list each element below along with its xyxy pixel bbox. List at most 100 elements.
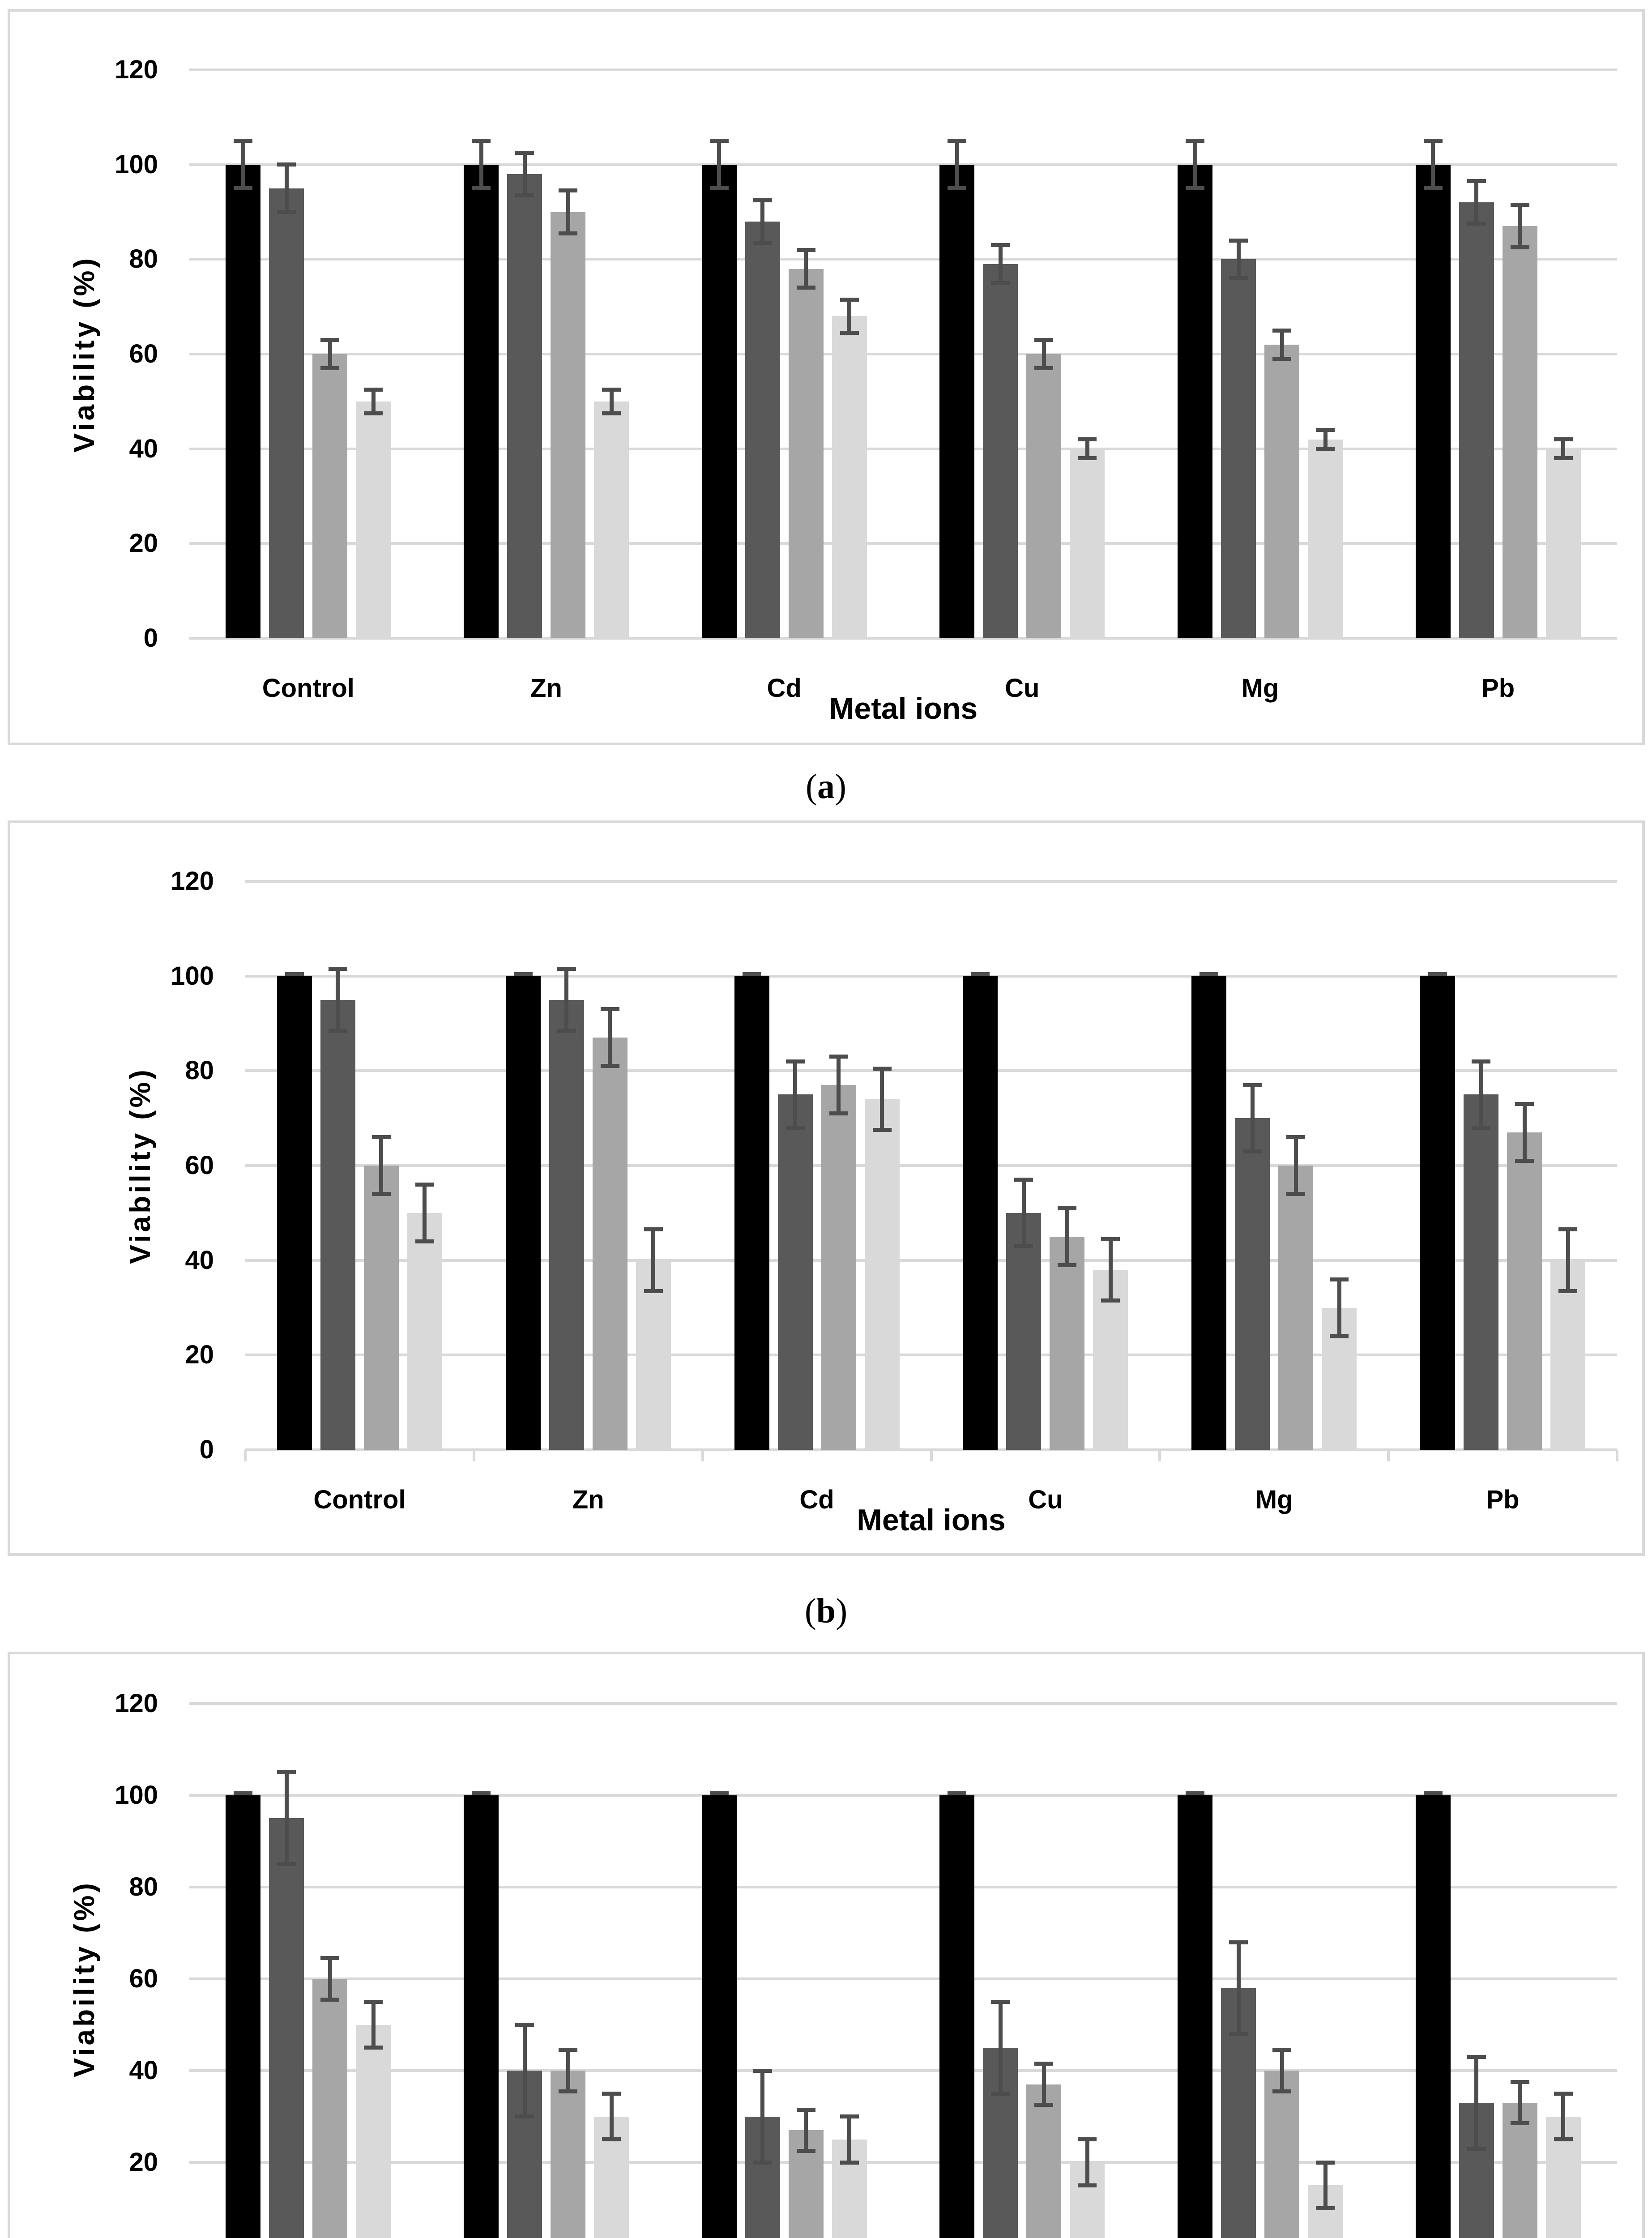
error-bar-stem [284,1772,289,1864]
error-bar-cap-top [1286,1135,1306,1139]
error-bar-cap-bottom [1515,1158,1534,1163]
error-bar-cap-top [364,1999,383,2004]
x-category-label: Cu [1028,1485,1063,1514]
error-bar-cap-bottom [1286,1192,1306,1196]
error-bar-cap-bottom [328,1028,347,1033]
gridline [189,2161,1617,2164]
error-bar-stem [804,2110,808,2151]
panel-caption-a: (a) [0,767,1652,806]
error-bar-stem [609,2093,614,2140]
error-bar-cap-bottom [320,366,340,371]
error-bar-stem [423,1184,427,1242]
caption-paren: ( [806,767,817,806]
error-bar-cap-bottom [753,2160,772,2165]
error-bar-stem [522,2024,527,2117]
y-tick-label: 80 [129,1872,158,1901]
error-bar-cap-bottom [1058,1263,1077,1267]
error-bar-cap-top [872,1066,892,1071]
error-bar-cap-top [840,2114,859,2118]
error-bar-cap-bottom [1014,1244,1033,1248]
error-bar-stem [1085,2139,1089,2186]
y-tick-label: 80 [185,1056,214,1085]
error-bar-cap-top [1229,238,1248,243]
error-bar-stem [998,245,1003,283]
error-bar-cap-top [1078,2137,1097,2142]
error-bar-stem [793,1061,798,1128]
y-tick-label: 60 [185,1151,214,1180]
bar-medium-gray [363,1166,399,1450]
error-bar-cap-bottom [277,1862,296,1866]
axis-tick [1616,1450,1618,1461]
bar-light-gray [832,316,867,638]
caption-letter: b [816,1591,836,1630]
error-bar-cap-bottom [1472,1125,1491,1130]
error-bar-stem [1522,1104,1527,1161]
axis-tick [930,1450,933,1461]
gridline [189,1886,1617,1888]
error-bar-cap-top [415,1182,434,1187]
error-bar-cap-bottom [557,1028,576,1033]
error-bar-cap-bottom [364,411,383,415]
caption-paren: ( [804,1591,816,1630]
error-bar-cap-bottom [1243,1149,1262,1153]
error-bar-cap-bottom [1078,2183,1097,2187]
error-bar-cap-bottom [948,186,967,191]
error-bar-cap-top [600,1007,619,1012]
x-axis-title: Metal ions [828,692,978,726]
error-bar-cap-bottom [1467,222,1486,226]
gridline [189,1702,1617,1705]
bar-black [464,1795,499,2238]
error-bar-cap-top [472,139,491,143]
error-bar-cap-top [1428,972,1447,976]
error-bar-cap-top [742,972,761,976]
error-bar-stem [847,299,852,333]
error-bar-cap-top [1554,2091,1573,2096]
x-category-label: Mg [1255,1485,1293,1514]
bar-dark-gray [320,999,355,1450]
chart-panel-a: Viability (%) 0 20 40 60 80 100 120 Control Zn Cd… [8,9,1645,745]
error-bar-cap-top [513,972,533,976]
bar-dark-gray [1221,259,1256,638]
x-category-label: Zn [530,674,562,703]
error-bar-cap-bottom [872,1128,892,1132]
error-bar-cap-bottom [472,186,491,191]
x-category-label: Pb [1486,1485,1520,1514]
bar-black [1415,164,1451,638]
error-bar-cap-top [1186,139,1204,143]
error-bar-cap-top [991,243,1010,248]
error-bar-cap-top [285,972,304,976]
error-bar-cap-bottom [1078,456,1097,461]
gridline [189,1794,1617,1797]
error-bar-stem [1323,430,1328,449]
y-tick-label: 120 [115,1689,158,1718]
bar-medium-gray [1278,1166,1314,1450]
error-bar-cap-bottom [600,1064,619,1068]
x-category-label: Zn [572,1485,604,1514]
bar-light-gray [864,1099,900,1450]
bar-light-gray [1308,439,1343,638]
error-bar-cap-top [1316,2160,1335,2165]
error-bar-stem [1236,1942,1241,2034]
y-tick-label: 60 [129,339,158,368]
error-bar-cap-top [1200,972,1219,976]
error-bar-cap-top [785,1059,805,1063]
error-bar-stem [1021,1179,1026,1246]
error-bar-cap-top [1186,1791,1204,1795]
y-tick-label: 80 [129,244,158,274]
error-bar-stem [1566,1229,1570,1291]
bar-black [277,976,312,1450]
bar-light-gray [1070,448,1105,638]
error-bar-cap-top [1272,328,1291,333]
error-bar-cap-top [1034,2062,1054,2066]
bar-dark-gray [745,221,780,638]
y-tick-label: 40 [129,434,158,463]
error-bar-cap-bottom [796,2148,815,2153]
error-bar-cap-top [277,162,296,167]
error-bar-cap-bottom [1554,456,1573,461]
y-tick-label: 20 [185,1340,214,1370]
bar-black [1178,1795,1212,2238]
error-bar-stem [760,200,765,243]
gridline [245,1164,1617,1167]
error-bar-stem [1065,1208,1069,1265]
chart-panel-c: Viability (%) 020406080100120ControlZnCd… [8,1652,1645,2238]
